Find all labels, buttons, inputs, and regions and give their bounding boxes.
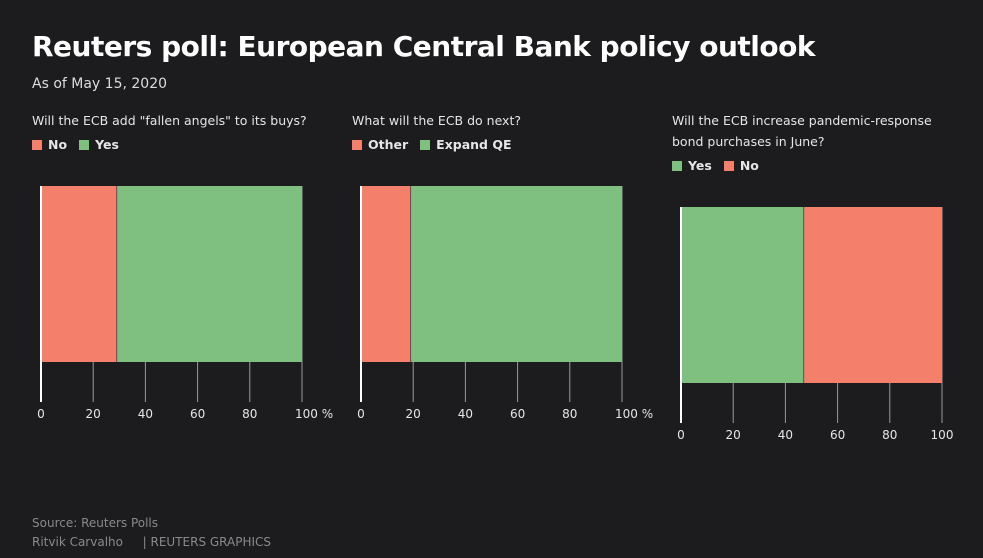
legend-label: Expand QE	[436, 137, 512, 152]
tick-label: 20	[86, 407, 101, 421]
legend-swatch	[672, 160, 682, 171]
tick-label: 100 %	[295, 407, 333, 421]
tick-label: 0	[357, 407, 365, 421]
tick-label: 0	[677, 428, 685, 442]
legend-label: Yes	[688, 158, 712, 173]
chart-legend: Other Expand QE	[352, 137, 642, 152]
tick-label: 80	[882, 428, 897, 442]
bar-segment-no	[41, 186, 117, 362]
chart-plot: 0 20 40 60 80 100 %	[357, 186, 653, 421]
tick-label: 100	[931, 428, 954, 442]
tick-label: 40	[138, 407, 153, 421]
chart-question: What will the ECB do next?	[352, 113, 521, 128]
tick-label: 40	[778, 428, 793, 442]
bar-segment-expand-qe	[410, 186, 622, 362]
tick-label: 60	[510, 407, 525, 421]
legend-swatch	[420, 139, 431, 150]
legend-item: Expand QE	[420, 137, 512, 152]
chart-legend: No Yes	[32, 137, 322, 152]
tick-label: 100 %	[615, 407, 653, 421]
tick-label: 0	[37, 407, 45, 421]
legend-item: No	[723, 158, 759, 173]
legend-swatch	[723, 160, 734, 171]
legend-label: Yes	[95, 137, 119, 152]
footer-author: Ritvik Carvalho	[32, 535, 123, 549]
tick-label: 20	[726, 428, 741, 442]
footer-brand: | REUTERS GRAPHICS	[142, 535, 272, 549]
legend-item: No	[32, 137, 67, 152]
legend-label: No	[48, 137, 68, 152]
legend-swatch	[352, 139, 362, 150]
tick-label: 60	[190, 407, 205, 421]
page-subtitle: As of May 15, 2020	[32, 76, 168, 92]
page-title: Reuters poll: European Central Bank poli…	[32, 30, 815, 63]
chart-panel-bond-purchases: Will the ECB increase pandemic-response …	[672, 110, 962, 442]
tick-label: 20	[406, 407, 421, 421]
bar-segment-yes	[681, 207, 804, 383]
chart-panel-fallen-angels: Will the ECB add "fallen angels" to its …	[32, 110, 333, 421]
tick-label: 60	[830, 428, 845, 442]
chart-plot: 0 20 40 60 80 100 %	[37, 186, 333, 421]
chart-question: Will the ECB increase pandemic-response …	[672, 113, 932, 149]
legend-swatch	[32, 139, 42, 150]
legend-label: No	[739, 158, 759, 173]
legend-item: Yes	[79, 137, 119, 152]
bar-segment-yes	[116, 186, 302, 362]
tick-label: 80	[562, 407, 577, 421]
chart-panel-ecb-next: What will the ECB do next? Other Expand …	[352, 110, 653, 421]
legend-item: Other	[352, 137, 408, 152]
legend-swatch	[79, 139, 90, 150]
bar-segment-other	[361, 186, 411, 362]
tick-label: 80	[242, 407, 257, 421]
tick-label: 40	[458, 407, 473, 421]
legend-item: Yes	[672, 158, 712, 173]
bar-segment-no	[803, 207, 942, 383]
footer-credit: Ritvik Carvalho | REUTERS GRAPHICS	[32, 535, 271, 549]
chart-plot: 0 20 40 60 80 100	[677, 207, 954, 442]
legend-label: Other	[368, 137, 409, 152]
footer-source: Source: Reuters Polls	[32, 516, 159, 530]
chart-legend: Yes No	[672, 158, 962, 173]
chart-question: Will the ECB add "fallen angels" to its …	[32, 113, 307, 128]
